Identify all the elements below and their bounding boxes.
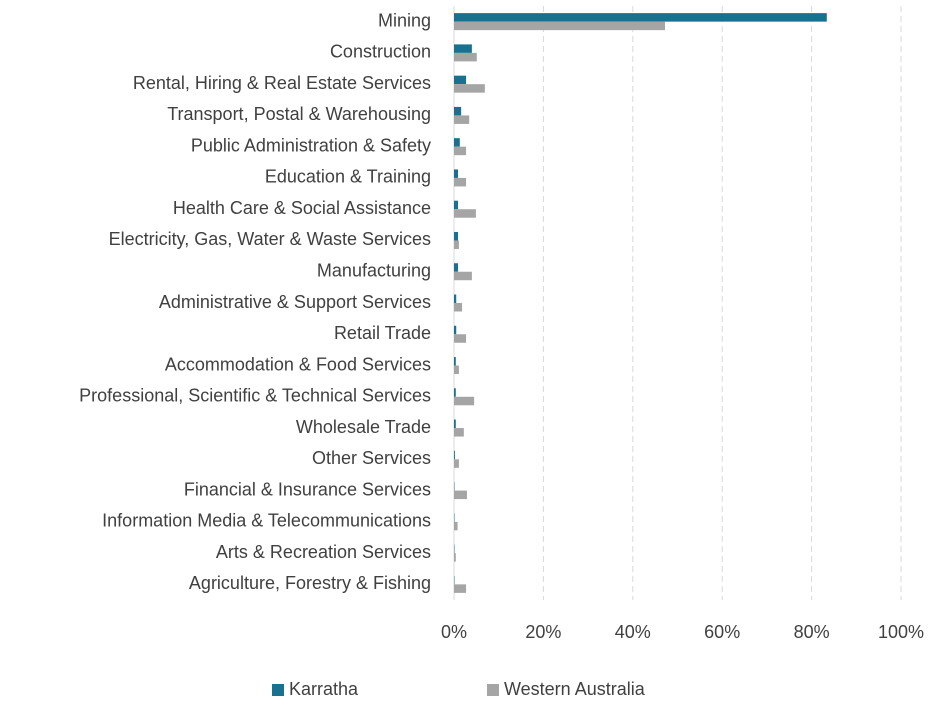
y-tick-label: Other Services bbox=[312, 448, 431, 468]
y-tick-label: Professional, Scientific & Technical Ser… bbox=[79, 386, 431, 406]
y-tick-label: Administrative & Support Services bbox=[159, 292, 431, 312]
y-tick-label: Accommodation & Food Services bbox=[165, 354, 431, 374]
x-tick-label: 40% bbox=[615, 622, 651, 642]
bar bbox=[454, 21, 665, 31]
bar bbox=[454, 146, 467, 156]
bar bbox=[454, 388, 456, 397]
y-tick-label: Information Media & Telecommunications bbox=[102, 511, 431, 531]
bar bbox=[454, 419, 456, 429]
bar bbox=[454, 428, 464, 437]
bar bbox=[454, 365, 459, 375]
bar bbox=[454, 138, 460, 147]
x-tick-label: 100% bbox=[878, 622, 924, 642]
bar bbox=[454, 84, 485, 93]
y-tick-label: Financial & Insurance Services bbox=[184, 479, 431, 499]
bar bbox=[454, 553, 456, 562]
bar bbox=[454, 303, 463, 312]
x-tick-label: 80% bbox=[794, 622, 830, 642]
x-tick-label: 20% bbox=[525, 622, 561, 642]
y-tick-label: Health Care & Social Assistance bbox=[173, 198, 431, 218]
bar bbox=[454, 459, 459, 468]
y-tick-label: Public Administration & Safety bbox=[191, 135, 431, 155]
legend-swatch bbox=[487, 684, 499, 696]
bar bbox=[454, 13, 827, 22]
legend-label: Western Australia bbox=[504, 679, 646, 699]
bar bbox=[454, 521, 458, 531]
bar bbox=[454, 334, 467, 343]
bar bbox=[454, 169, 459, 178]
y-tick-label: Arts & Recreation Services bbox=[216, 542, 431, 562]
y-tick-label: Transport, Postal & Warehousing bbox=[167, 104, 431, 124]
bar bbox=[454, 584, 467, 593]
bar bbox=[454, 294, 457, 303]
bar bbox=[454, 490, 467, 500]
x-tick-label: 0% bbox=[441, 622, 467, 642]
y-tick-label: Education & Training bbox=[265, 167, 431, 187]
bar bbox=[454, 106, 462, 116]
bar bbox=[454, 396, 475, 406]
y-tick-label: Retail Trade bbox=[334, 323, 431, 343]
bar bbox=[454, 115, 470, 124]
bar bbox=[454, 177, 467, 187]
x-tick-label: 60% bbox=[704, 622, 740, 642]
legend-label: Karratha bbox=[289, 679, 359, 699]
bar bbox=[454, 240, 459, 249]
y-tick-label: Mining bbox=[378, 10, 431, 30]
bar bbox=[454, 450, 455, 460]
bar bbox=[454, 75, 467, 85]
bar bbox=[454, 357, 456, 366]
bar bbox=[454, 52, 477, 62]
y-tick-label: Agriculture, Forestry & Fishing bbox=[189, 573, 431, 593]
bar bbox=[454, 200, 459, 210]
bar bbox=[454, 44, 472, 53]
y-tick-label: Construction bbox=[330, 42, 431, 62]
bar bbox=[454, 231, 459, 241]
y-tick-label: Wholesale Trade bbox=[296, 417, 431, 437]
y-tick-label: Manufacturing bbox=[317, 260, 431, 280]
bar bbox=[454, 209, 476, 218]
bar bbox=[454, 325, 457, 335]
bar bbox=[454, 263, 459, 272]
legend-swatch bbox=[272, 684, 284, 696]
y-tick-label: Rental, Hiring & Real Estate Services bbox=[133, 73, 431, 93]
bar bbox=[454, 271, 472, 281]
y-tick-label: Electricity, Gas, Water & Waste Services bbox=[109, 229, 431, 249]
